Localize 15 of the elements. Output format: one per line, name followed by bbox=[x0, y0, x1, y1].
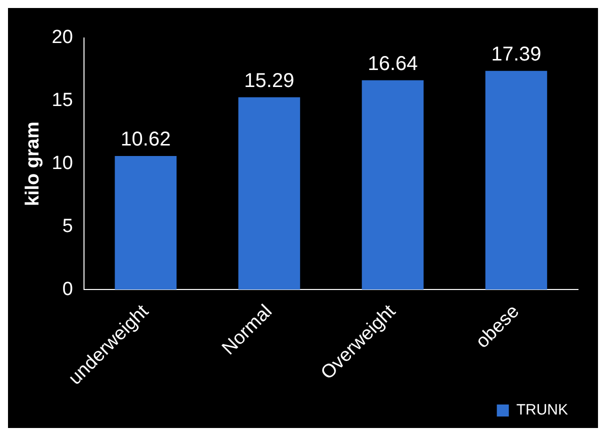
y-tick-label: 20 bbox=[52, 27, 73, 48]
legend-label: TRUNK bbox=[516, 402, 568, 419]
bar bbox=[485, 70, 548, 290]
data-label: 10.62 bbox=[120, 128, 171, 151]
y-axis-title: kilo gram bbox=[22, 122, 44, 206]
y-tick-label: 15 bbox=[52, 90, 73, 112]
y-tick-label: 10 bbox=[52, 153, 73, 174]
data-label: 17.39 bbox=[491, 43, 542, 66]
bar bbox=[362, 80, 424, 290]
y-tick-label: 0 bbox=[62, 278, 73, 300]
y-tick-label: 5 bbox=[62, 216, 73, 237]
data-label: 15.29 bbox=[244, 70, 294, 92]
bar bbox=[238, 97, 300, 290]
data-label: 16.64 bbox=[368, 52, 418, 75]
bar bbox=[114, 156, 177, 290]
